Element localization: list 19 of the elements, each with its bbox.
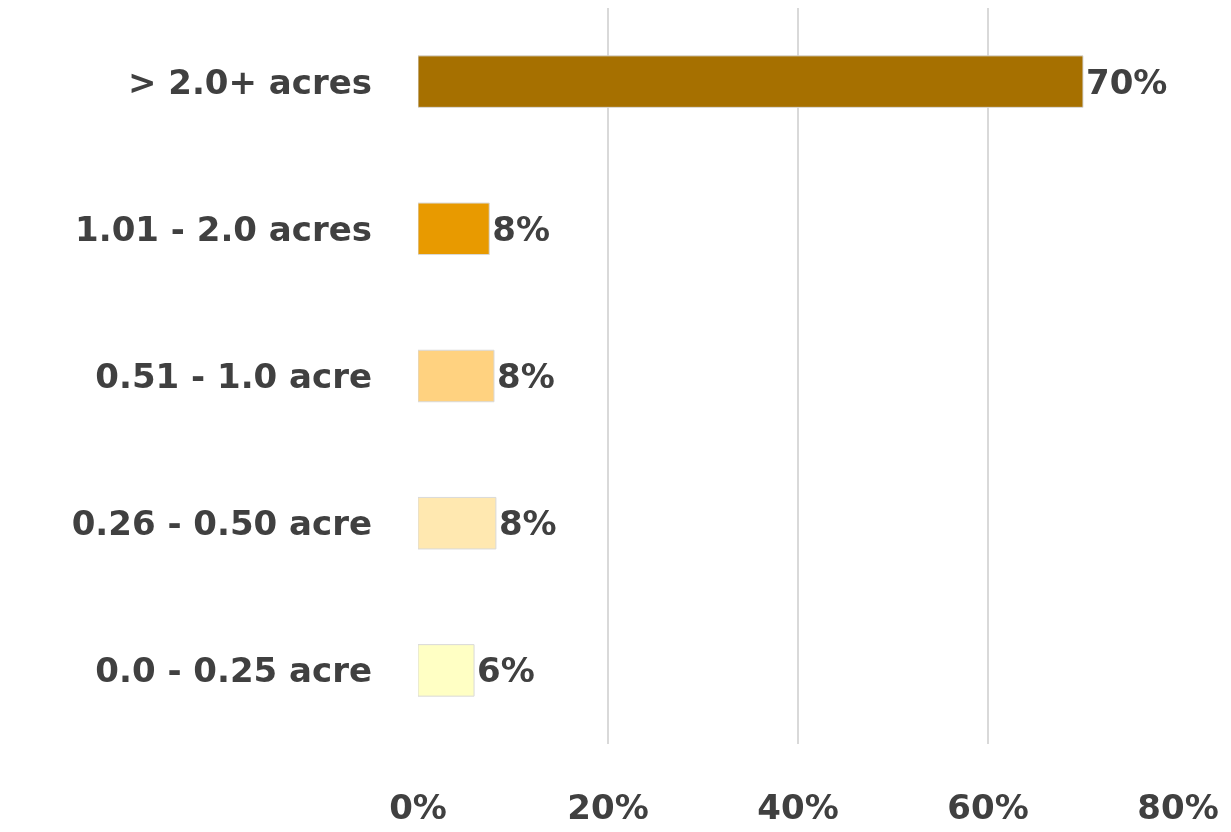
x-tick-label: 40% <box>757 787 839 827</box>
data-label: 6% <box>477 650 535 691</box>
x-tick-label: 0% <box>389 787 447 827</box>
bar <box>418 202 490 256</box>
x-tick-label: 60% <box>947 787 1029 827</box>
data-label: 70% <box>1086 61 1168 102</box>
y-tick-label: 0.26 - 0.50 acre <box>71 503 372 544</box>
bar <box>418 496 497 550</box>
x-tick-label: 20% <box>567 787 649 827</box>
y-tick-label: 0.0 - 0.25 acre <box>95 650 372 691</box>
y-tick-label: > 2.0+ acres <box>127 61 372 102</box>
data-label: 8% <box>492 208 550 249</box>
y-tick-label: 1.01 - 2.0 acres <box>75 208 372 249</box>
bar <box>418 349 495 403</box>
data-label: 8% <box>497 356 555 396</box>
data-label: 8% <box>498 503 557 544</box>
x-tick-label: 80% <box>1137 787 1219 827</box>
y-tick-label: 0.51 - 1.0 acre <box>95 355 372 396</box>
bar <box>418 644 475 697</box>
